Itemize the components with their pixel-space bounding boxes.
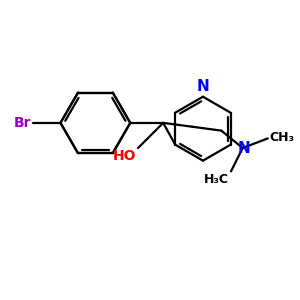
Text: N: N: [237, 141, 250, 156]
Text: CH₃: CH₃: [270, 131, 295, 144]
Text: HO: HO: [112, 149, 136, 163]
Text: N: N: [196, 79, 209, 94]
Text: H₃C: H₃C: [204, 173, 229, 186]
Text: Br: Br: [14, 116, 32, 130]
